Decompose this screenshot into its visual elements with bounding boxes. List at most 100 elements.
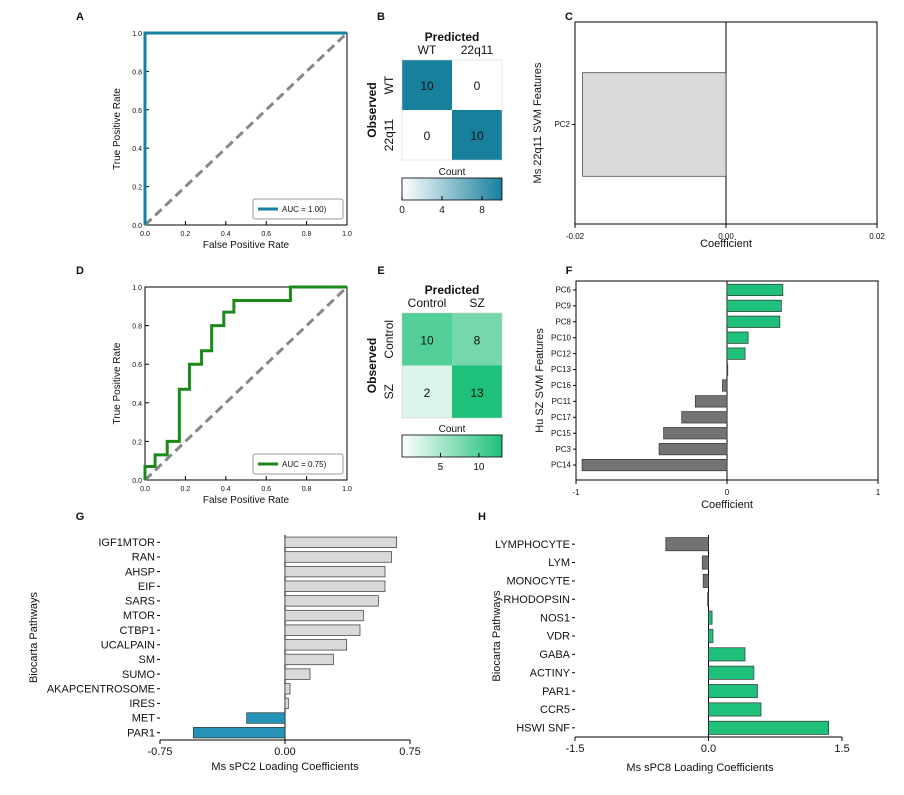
x-axis-label: False Positive Rate [203, 240, 290, 251]
roc-curve-line [143, 31, 347, 225]
bar [708, 684, 758, 699]
matrix-cell [402, 60, 452, 110]
category-label: PC8 [555, 317, 571, 326]
bar [707, 592, 709, 607]
colorbar [401, 434, 503, 458]
column-label: Control [408, 296, 447, 310]
category-label: IGF1MTOR [98, 537, 155, 549]
x-tick-label: 0.2 [181, 486, 191, 493]
bar [708, 647, 746, 662]
y-tick-label: 1.0 [132, 31, 142, 38]
bar [284, 595, 379, 607]
predicted-title: Predicted [425, 30, 480, 44]
category-label: CTBP1 [120, 625, 155, 637]
category-label: PAR1 [127, 727, 155, 739]
category-label: RAN [132, 552, 155, 564]
bar [726, 315, 781, 328]
plot-frame [144, 286, 348, 481]
row-label: Control [382, 320, 396, 359]
bar [284, 565, 386, 578]
x-axis-label: Coefficient [700, 238, 752, 250]
cell-count: 0 [424, 129, 431, 143]
matrix-cell [402, 365, 452, 418]
matrix-cell [402, 110, 452, 160]
matrix-cell [452, 60, 502, 110]
cell-count: 10 [420, 79, 434, 93]
x-tick-label: -1.5 [566, 743, 585, 755]
bar [708, 610, 713, 625]
category-label: PC11 [552, 397, 572, 406]
y-tick-label: 0.2 [132, 439, 142, 446]
category-label: SM [139, 654, 156, 666]
y-tick-label: 0.0 [132, 223, 142, 230]
colorbar [401, 177, 503, 201]
x-tick-label: 0.0 [140, 231, 150, 238]
matrix-cell [452, 365, 502, 418]
matrix-cell [452, 110, 502, 160]
bar [284, 668, 311, 680]
category-label: VDR [547, 631, 570, 643]
y-tick-label: 0.8 [132, 324, 142, 331]
category-label: PC13 [551, 365, 572, 374]
cell-count: 2 [424, 386, 431, 400]
x-tick-label: 1.0 [342, 231, 352, 238]
y-axis-label: Biocarta Pathways [28, 591, 40, 683]
bar [658, 443, 728, 456]
y-axis-label: True Positive Rate [112, 342, 123, 424]
x-tick-label: 0.2 [181, 231, 191, 238]
x-axis-label: False Positive Rate [203, 495, 290, 506]
category-label: PC10 [551, 333, 572, 342]
y-axis-label: Ms 22q11 SVM Features [532, 62, 544, 183]
category-label: EIF [138, 581, 155, 593]
bar [284, 551, 393, 563]
x-tick-label: 0.6 [261, 486, 271, 493]
bar [581, 458, 728, 472]
panel-letter-a: A [76, 11, 84, 23]
colorbar-tick-label: 8 [479, 205, 485, 216]
panel-letter-c: C [565, 11, 573, 23]
bar [708, 629, 714, 643]
x-axis-label: Ms sPC8 Loading Coefficients [626, 762, 774, 774]
x-tick-label: 0.8 [302, 231, 312, 238]
matrix-frame [401, 59, 503, 161]
x-tick-label: 1.5 [834, 743, 849, 755]
bar [702, 573, 709, 588]
x-tick-label: 0.02 [869, 232, 885, 241]
category-label: HSWI SNF [516, 722, 570, 734]
bar [663, 427, 728, 440]
category-label: GABA [539, 649, 570, 661]
bar [192, 727, 286, 739]
observed-label: Observed [365, 82, 379, 137]
y-tick-label: 0.6 [132, 108, 142, 115]
cell-count: 10 [470, 129, 484, 143]
bar [694, 395, 728, 408]
bar [284, 580, 386, 592]
category-label: SUMO [122, 669, 155, 681]
panel-letter-e: E [377, 265, 384, 277]
column-label: 22q11 [461, 43, 494, 57]
category-label: PC12 [551, 349, 572, 358]
y-tick-label: 0.4 [132, 401, 142, 408]
category-label: CCR5 [540, 704, 570, 716]
x-axis-label: Coefficient [701, 499, 753, 511]
predicted-title: Predicted [425, 283, 480, 297]
panel-letter-g: G [76, 511, 85, 523]
bar [665, 537, 709, 552]
colorbar-tick-label: 10 [473, 462, 485, 473]
category-label: PC6 [555, 286, 571, 295]
bar [701, 555, 709, 570]
x-tick-label: 0 [725, 488, 730, 497]
bar [246, 712, 286, 724]
cell-count: 13 [470, 386, 484, 400]
x-tick-label: 1.0 [342, 486, 352, 493]
column-label: WT [418, 43, 437, 57]
category-label: PC9 [555, 302, 571, 311]
panel-letter-f: F [566, 265, 573, 277]
x-tick-label: 0.00 [718, 232, 734, 241]
x-tick-label: 0.4 [221, 231, 231, 238]
x-tick-label: 0.0 [701, 743, 716, 755]
x-tick-label: -0.02 [566, 232, 585, 241]
category-label: PC2 [554, 120, 570, 129]
x-axis-label: Ms sPC2 Loading Coefficients [211, 761, 359, 773]
